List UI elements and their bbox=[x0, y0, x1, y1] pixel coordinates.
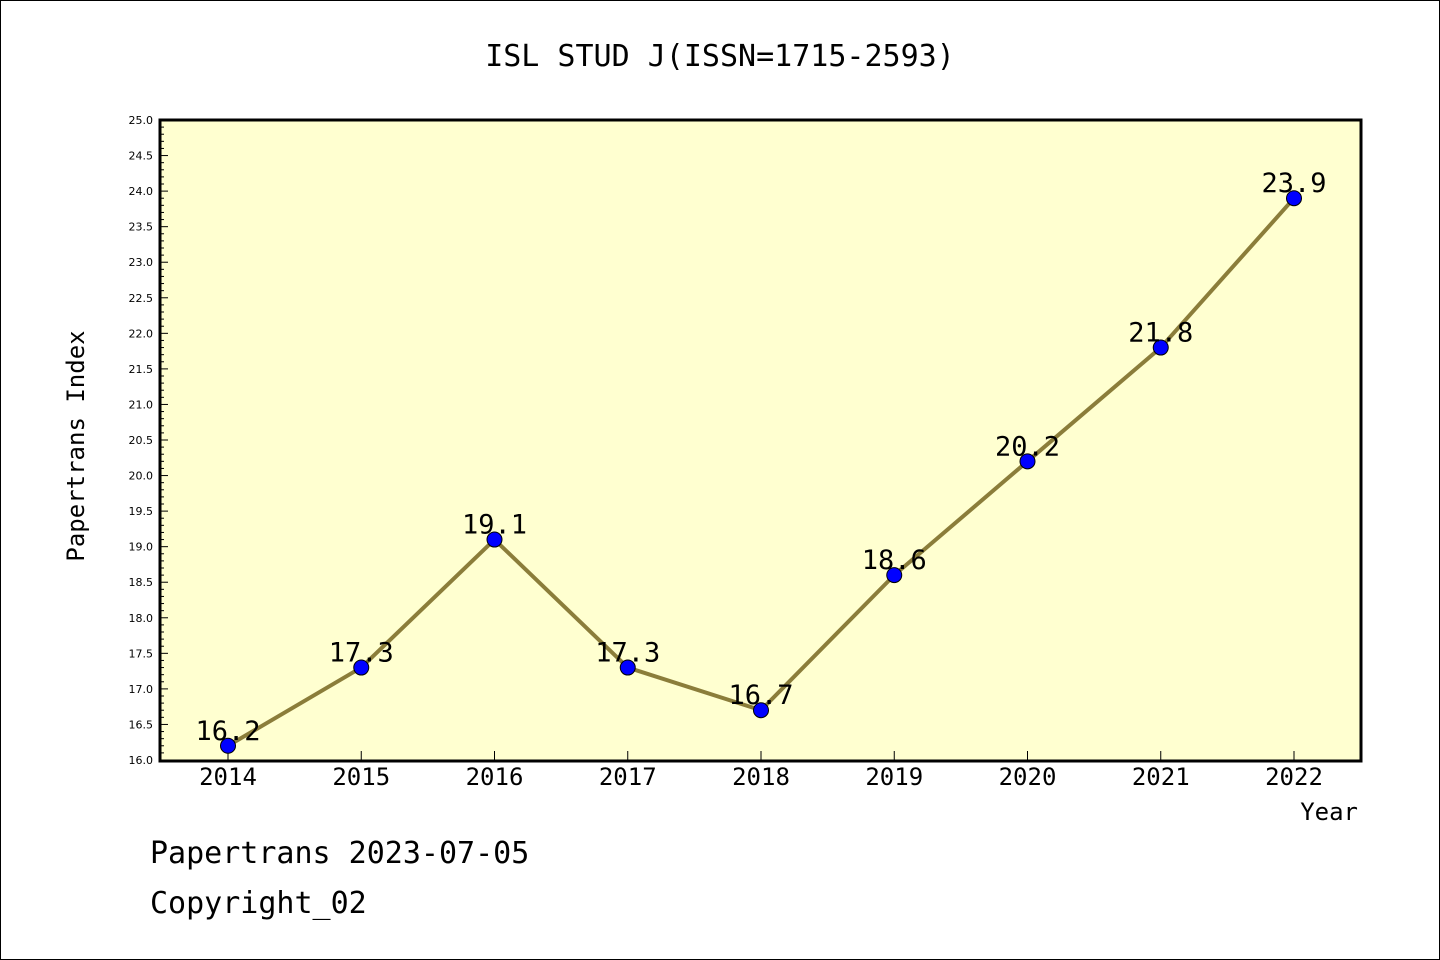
y-tick-label: 23.0 bbox=[129, 256, 154, 269]
x-tick-label: 2020 bbox=[999, 763, 1057, 791]
y-tick-label: 19.0 bbox=[129, 541, 154, 554]
data-point bbox=[1152, 339, 1169, 356]
y-tick-label: 21.5 bbox=[129, 363, 154, 376]
y-tick-label: 24.5 bbox=[129, 150, 154, 163]
data-point bbox=[886, 567, 903, 584]
data-point bbox=[1019, 453, 1036, 470]
footer-copyright: Copyright_02 bbox=[150, 886, 367, 921]
y-axis-label: Papertrans Index bbox=[62, 330, 90, 561]
y-tick-label: 21.0 bbox=[129, 398, 154, 411]
y-tick-label: 16.0 bbox=[129, 754, 154, 767]
data-label: 18.6 bbox=[862, 545, 927, 576]
x-tick-label: 2022 bbox=[1265, 763, 1323, 791]
data-point bbox=[486, 531, 503, 548]
data-label: 16.7 bbox=[728, 680, 793, 711]
x-tick-label: 2015 bbox=[332, 763, 390, 791]
y-tick-label: 17.5 bbox=[129, 647, 154, 660]
x-tick-label: 2019 bbox=[865, 763, 923, 791]
x-tick-label: 2017 bbox=[599, 763, 657, 791]
y-tick-label: 23.5 bbox=[129, 221, 154, 234]
plot-area bbox=[158, 118, 1363, 763]
y-axis: 16.0 16.5 17.0 17.5 18.0 18.5 19.0 19.5 20.0 20.5… bbox=[129, 114, 168, 767]
data-label: 16.2 bbox=[195, 716, 260, 747]
data-point bbox=[619, 659, 636, 676]
data-point bbox=[220, 737, 236, 754]
chart-title: ISL STUD J(ISSN=1715-2593) bbox=[485, 39, 955, 74]
data-label-layer: 16.2 17.3 19.1 17.3 16.7 18.6 20.2 21.8 23.9 bbox=[195, 168, 1326, 747]
y-tick-label: 24.0 bbox=[129, 185, 154, 198]
y-tick-label: 19.5 bbox=[129, 505, 154, 518]
data-label: 20.2 bbox=[995, 431, 1060, 462]
data-label: 23.9 bbox=[1261, 168, 1326, 199]
data-point bbox=[1286, 190, 1302, 207]
x-tick-label: 2014 bbox=[199, 763, 257, 791]
x-tick-label: 2021 bbox=[1132, 763, 1190, 791]
y-tick-label: 18.5 bbox=[129, 576, 154, 589]
data-label: 17.3 bbox=[595, 638, 660, 669]
y-tick-label: 16.5 bbox=[129, 718, 154, 731]
x-axis: 2014 2015 2016 2017 2018 2019 2020 2021 2022 bbox=[199, 751, 1323, 791]
y-tick-label: 22.0 bbox=[129, 327, 154, 340]
data-label: 21.8 bbox=[1128, 318, 1193, 349]
x-tick-label: 2016 bbox=[466, 763, 524, 791]
y-tick-label: 20.0 bbox=[129, 470, 154, 483]
data-point bbox=[353, 659, 370, 676]
y-tick-label: 17.0 bbox=[129, 683, 154, 696]
y-tick-label: 22.5 bbox=[129, 292, 154, 305]
y-tick-label: 20.5 bbox=[129, 434, 154, 447]
data-label: 19.1 bbox=[462, 510, 527, 541]
x-tick-label: 2018 bbox=[732, 763, 790, 791]
y-tick-label: 25.0 bbox=[129, 114, 154, 127]
footer-date: Papertrans 2023-07-05 bbox=[150, 836, 530, 871]
x-axis-label: Year bbox=[1300, 798, 1358, 826]
data-point bbox=[753, 702, 769, 719]
series-layer bbox=[220, 190, 1302, 754]
y-tick-label: 18.0 bbox=[129, 612, 154, 625]
data-label: 17.3 bbox=[329, 638, 394, 669]
